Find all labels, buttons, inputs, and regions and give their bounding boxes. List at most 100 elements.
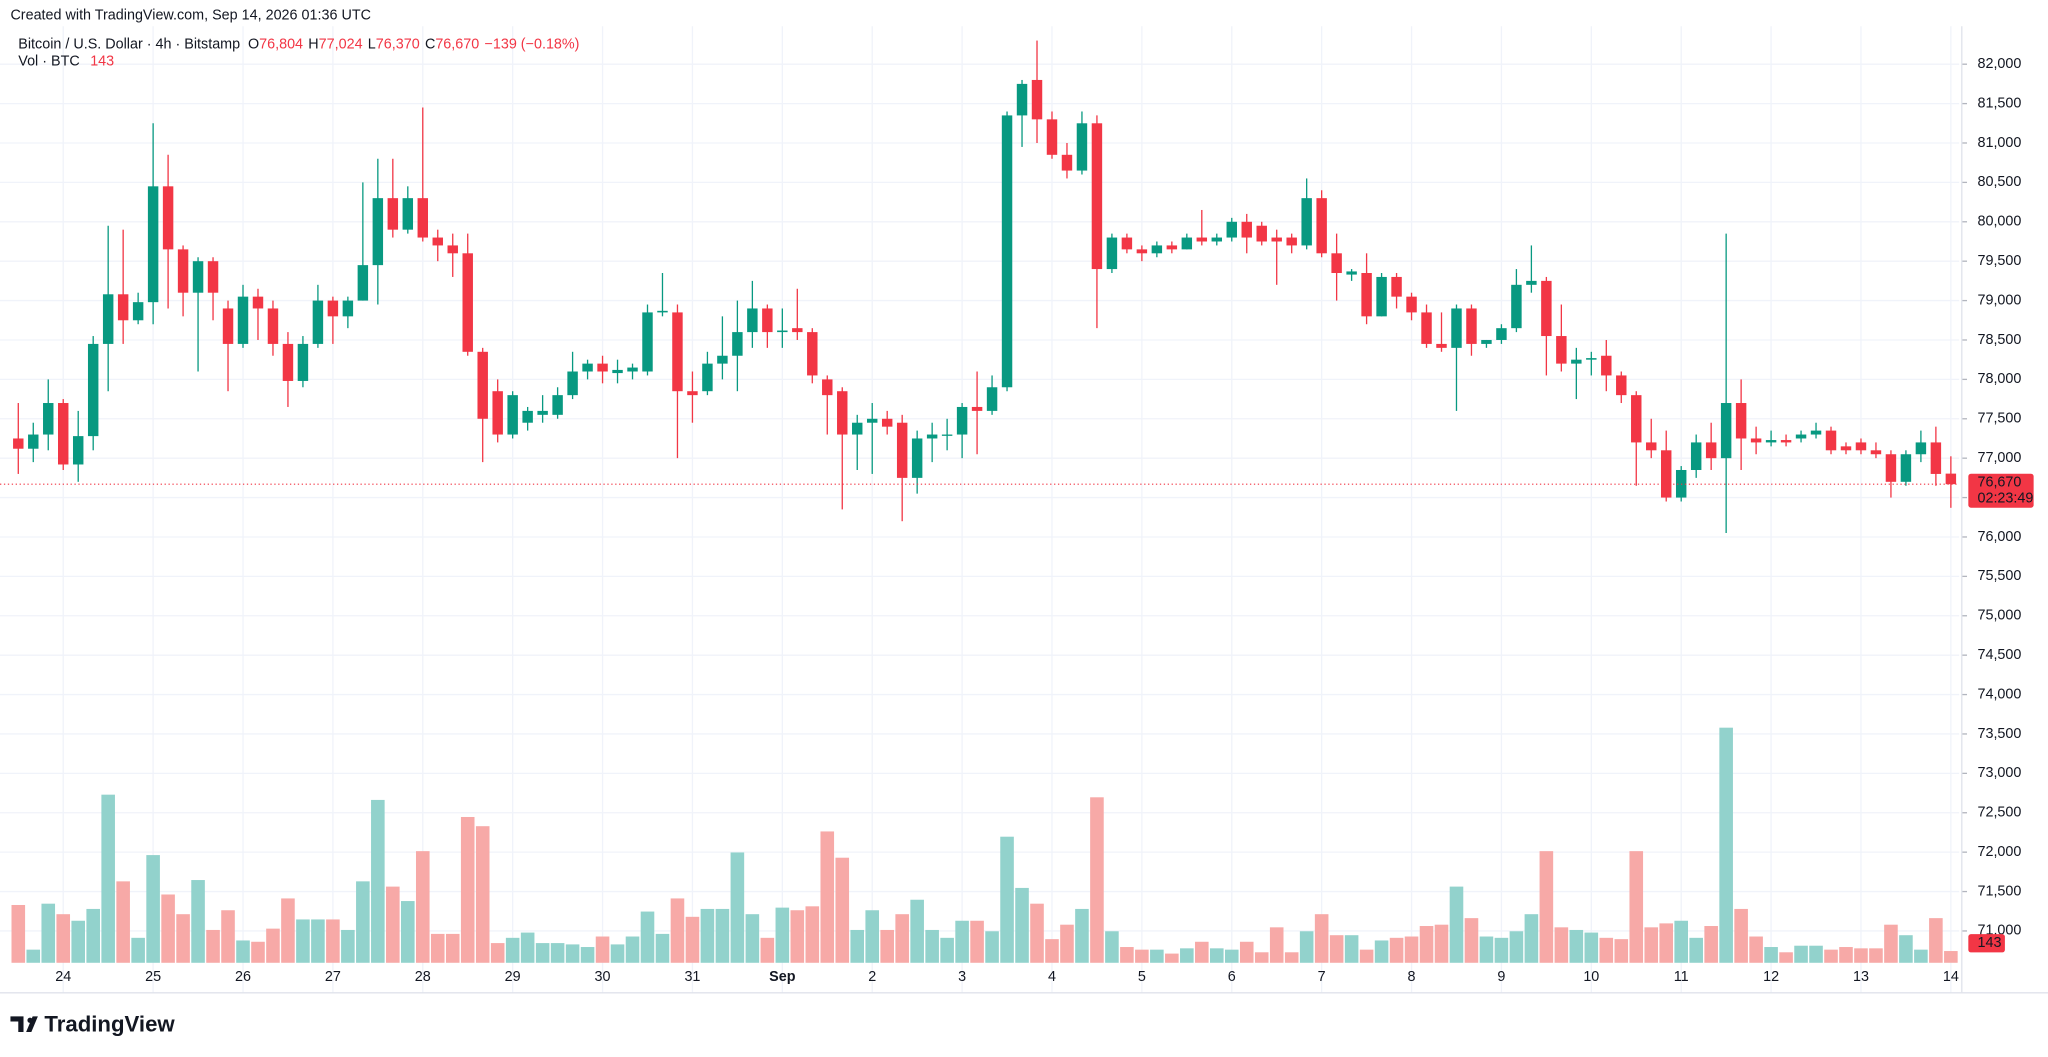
- candle-body: [207, 261, 219, 293]
- volume-bar: [850, 929, 865, 963]
- volume-bar: [1195, 941, 1209, 963]
- x-tick-label: Sep: [769, 969, 796, 985]
- volume-bar: [86, 908, 100, 963]
- candle-layer: [13, 40, 1957, 534]
- x-tick-label: 28: [415, 969, 431, 985]
- candle-body: [222, 308, 234, 344]
- volume-bar: [1794, 945, 1808, 963]
- y-tick-label: 72,500: [1977, 805, 2021, 821]
- legend-symbol: Bitcoin / U.S. Dollar · 4h · Bitstamp: [18, 36, 240, 52]
- candle-body: [687, 391, 698, 396]
- x-tick-label: 27: [325, 969, 341, 985]
- candle-body: [372, 198, 384, 266]
- candle-body: [597, 363, 608, 372]
- candle-body: [477, 351, 488, 419]
- countdown: 02:23:49: [1977, 490, 2033, 506]
- candle-body: [986, 387, 998, 411]
- last-price-box: [1968, 473, 2034, 508]
- volume-legend: Vol · BTC 143: [18, 53, 114, 69]
- candle-body: [357, 265, 369, 301]
- volume-bar: [790, 910, 805, 963]
- candle-body: [702, 363, 713, 392]
- candle-body: [1885, 454, 1897, 482]
- volume-bar: [1659, 923, 1674, 963]
- volume-bar: [1000, 836, 1014, 963]
- volume-bar: [1614, 939, 1629, 963]
- volume-bar: [1359, 949, 1374, 963]
- candle-body: [267, 308, 279, 344]
- volume-bar: [236, 940, 250, 963]
- volume-bar: [1494, 937, 1509, 963]
- legend-value: 76,670: [435, 36, 479, 52]
- x-tick-label: 8: [1408, 969, 1416, 985]
- candle-body: [432, 237, 443, 246]
- volume-bar: [1344, 935, 1359, 963]
- volume-bar: [730, 852, 745, 963]
- y-tick-label: 79,000: [1977, 292, 2021, 308]
- candle-body: [117, 294, 129, 321]
- candle-body: [1376, 276, 1387, 317]
- volume-bar: [910, 899, 924, 963]
- volume-bar: [805, 906, 820, 963]
- candle-body: [87, 343, 99, 437]
- candle-body: [672, 312, 683, 392]
- candle-body: [1241, 221, 1252, 238]
- volume-bar: [1749, 936, 1763, 963]
- candle-body: [1840, 446, 1852, 451]
- candle-body: [1601, 355, 1612, 376]
- candle-body: [132, 302, 144, 321]
- candle-body: [1631, 395, 1642, 443]
- volume-bar: [460, 816, 475, 963]
- volume-bar: [1135, 949, 1149, 963]
- last-price-label: 76,670: [1977, 475, 2021, 491]
- candle-body: [777, 330, 788, 333]
- candle-body: [657, 310, 668, 313]
- volume-bar: [1180, 948, 1194, 963]
- volume-bar: [161, 894, 175, 963]
- volume-bar: [1060, 924, 1074, 963]
- volume-bar: [1269, 927, 1284, 963]
- y-tick-label: 77,500: [1977, 411, 2021, 427]
- y-tick-label: 73,500: [1977, 726, 2021, 742]
- candle-body: [866, 418, 878, 423]
- x-tick-label: 26: [235, 969, 251, 985]
- volume-bar: [670, 898, 685, 963]
- legend-key: O: [248, 36, 259, 52]
- volume-bar: [1165, 953, 1179, 963]
- created-note: Created with TradingView.com, Sep 14, 20…: [10, 8, 371, 24]
- candle-body: [1286, 237, 1297, 246]
- candle-body: [102, 294, 114, 344]
- y-tick-label: 73,000: [1977, 765, 2021, 781]
- x-tick-label: 11: [1674, 969, 1689, 985]
- x-tick-label: 31: [684, 969, 700, 985]
- volume-bar: [101, 794, 115, 963]
- y-tick-label: 77,000: [1977, 450, 2021, 466]
- candle-body: [387, 198, 399, 230]
- volume-bar: [1704, 926, 1718, 963]
- volume-bar: [1105, 931, 1119, 963]
- volume-bar: [565, 944, 580, 963]
- x-tick-label: 29: [505, 969, 521, 985]
- candle-body: [507, 395, 518, 435]
- candle-body: [1690, 442, 1702, 470]
- candle-body: [1391, 276, 1402, 297]
- candle-body: [1795, 434, 1807, 439]
- x-tick-label: 10: [1583, 969, 1599, 985]
- candle-body: [282, 343, 294, 381]
- candle-body: [28, 434, 39, 449]
- volume-bar: [1599, 937, 1614, 963]
- y-tick-label: 82,000: [1977, 56, 2021, 72]
- volume-bar: [71, 920, 86, 963]
- candle-body: [762, 308, 773, 333]
- candle-body: [1001, 115, 1013, 388]
- candle-body: [417, 198, 429, 238]
- candle-body: [792, 328, 803, 333]
- candle-body: [1466, 308, 1477, 344]
- y-tick-label: 79,500: [1977, 253, 2021, 269]
- overlay-layer: 71,00071,50072,00072,50073,00073,50074,0…: [0, 36, 2034, 985]
- volume-bar: [1239, 941, 1254, 963]
- volume-bar: [1869, 948, 1883, 963]
- y-tick-label: 72,000: [1977, 844, 2021, 860]
